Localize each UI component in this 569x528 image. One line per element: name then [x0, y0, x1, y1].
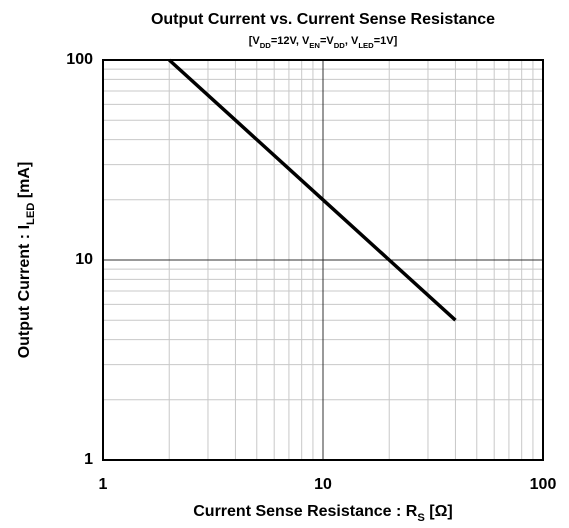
ylabel-part: Output Current : I: [16, 225, 33, 358]
xlabel-part: S: [417, 512, 425, 524]
x-tick-label: 1: [99, 476, 108, 493]
y-tick-label: 1: [84, 451, 93, 468]
subtitle-part: , V: [345, 35, 359, 47]
xlabel-part: [Ω]: [425, 503, 453, 520]
ylabel-part: LED: [25, 203, 37, 225]
subtitle-part: [V: [249, 35, 261, 47]
x-tick-label: 10: [314, 476, 332, 493]
subtitle-part: =12V, V: [271, 35, 310, 47]
data-line: [168, 58, 457, 322]
subtitle-part: LED: [358, 41, 374, 50]
subtitle-part: DD: [260, 41, 272, 50]
y-axis-label: Output Current : ILED [mA]: [16, 162, 37, 359]
xlabel-part: Current Sense Resistance : R: [193, 503, 418, 520]
chart-subtitle: [VDD=12V, VEN=VDD, VLED=1V]: [249, 35, 398, 50]
subtitle-part: =V: [320, 35, 334, 47]
subtitle-part: =1V]: [374, 35, 398, 47]
subtitle-part: DD: [334, 41, 346, 50]
y-tick-label: 100: [66, 51, 93, 68]
chart-title: Output Current vs. Current Sense Resista…: [151, 11, 495, 28]
plot-frame: [102, 59, 544, 461]
x-tick-label: 100: [530, 476, 557, 493]
y-tick-label: 10: [75, 251, 93, 268]
subtitle-part: EN: [309, 41, 320, 50]
x-axis-label: Current Sense Resistance : RS [Ω]: [193, 503, 452, 524]
ylabel-part: [mA]: [16, 162, 33, 203]
